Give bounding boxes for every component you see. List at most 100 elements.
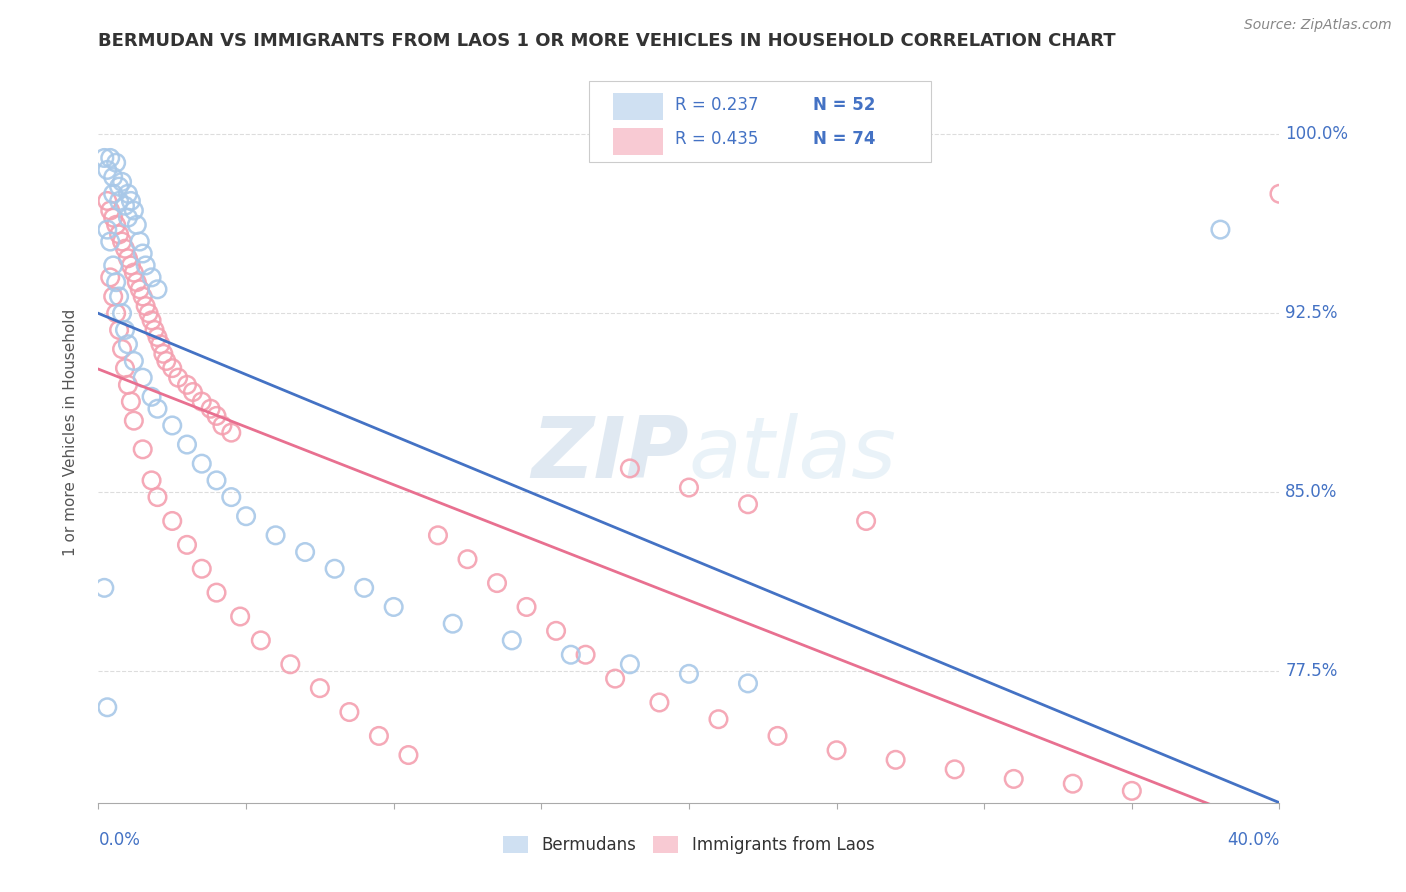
Point: [205, 474, 228, 488]
Point: [309, 681, 332, 695]
Point: [146, 330, 169, 344]
Point: [250, 633, 273, 648]
Point: [152, 347, 174, 361]
Point: [108, 227, 131, 242]
Point: [111, 342, 134, 356]
Point: [96, 194, 118, 208]
Point: [1062, 777, 1084, 791]
Point: [191, 562, 214, 576]
Point: [382, 599, 405, 614]
Point: [128, 282, 150, 296]
Point: [176, 377, 198, 392]
Point: [323, 562, 346, 576]
Point: [546, 624, 568, 638]
Point: [678, 481, 700, 495]
Point: [103, 211, 125, 225]
Point: [128, 235, 150, 249]
Point: [1268, 186, 1291, 201]
Point: [737, 676, 759, 690]
Point: [114, 361, 136, 376]
Point: [114, 199, 136, 213]
Text: R = 0.435: R = 0.435: [675, 130, 758, 148]
Point: [96, 700, 118, 714]
Point: [108, 323, 131, 337]
Point: [176, 437, 198, 451]
Point: [353, 581, 375, 595]
Point: [176, 538, 198, 552]
Y-axis label: 1 or more Vehicles in Household: 1 or more Vehicles in Household: [63, 309, 77, 557]
Point: [93, 151, 115, 165]
Point: [825, 743, 848, 757]
Text: 92.5%: 92.5%: [1285, 304, 1339, 322]
Text: N = 74: N = 74: [813, 130, 876, 148]
Text: atlas: atlas: [689, 413, 897, 496]
Point: [441, 616, 464, 631]
Point: [138, 306, 160, 320]
Point: [294, 545, 316, 559]
Text: 77.5%: 77.5%: [1285, 663, 1337, 681]
Point: [678, 666, 700, 681]
Point: [162, 514, 183, 528]
Point: [105, 218, 128, 232]
Point: [111, 306, 134, 320]
Point: [339, 705, 361, 719]
Point: [648, 696, 671, 710]
Point: [98, 235, 121, 249]
Point: [501, 633, 523, 648]
FancyBboxPatch shape: [613, 93, 664, 120]
Text: BERMUDAN VS IMMIGRANTS FROM LAOS 1 OR MORE VEHICLES IN HOUSEHOLD CORRELATION CHA: BERMUDAN VS IMMIGRANTS FROM LAOS 1 OR MO…: [98, 32, 1116, 50]
Point: [146, 490, 169, 504]
Point: [103, 289, 125, 303]
Point: [141, 313, 163, 327]
Point: [943, 763, 966, 777]
Point: [122, 203, 145, 218]
Point: [120, 194, 142, 208]
Point: [855, 514, 877, 528]
Point: [707, 712, 730, 726]
Point: [398, 747, 420, 762]
Point: [120, 394, 142, 409]
Point: [205, 409, 228, 423]
Text: Source: ZipAtlas.com: Source: ZipAtlas.com: [1244, 18, 1392, 32]
Point: [105, 155, 128, 169]
Point: [181, 384, 204, 399]
Text: 0.0%: 0.0%: [98, 831, 141, 849]
Point: [766, 729, 789, 743]
Point: [111, 175, 134, 189]
Point: [1002, 772, 1025, 786]
Point: [211, 418, 233, 433]
Point: [368, 729, 391, 743]
FancyBboxPatch shape: [589, 81, 931, 162]
Point: [122, 266, 145, 280]
Point: [1209, 222, 1232, 236]
Point: [117, 252, 139, 266]
Point: [221, 425, 243, 440]
Text: 40.0%: 40.0%: [1227, 831, 1279, 849]
Point: [132, 370, 155, 384]
Point: [200, 401, 222, 416]
Point: [191, 394, 214, 409]
Point: [132, 246, 155, 260]
Point: [575, 648, 598, 662]
Point: [141, 270, 163, 285]
Point: [191, 457, 214, 471]
Point: [135, 259, 157, 273]
Point: [619, 461, 641, 475]
Point: [167, 370, 190, 384]
Point: [1121, 784, 1143, 798]
Point: [516, 599, 538, 614]
Point: [884, 753, 907, 767]
Point: [155, 354, 177, 368]
Point: [93, 581, 115, 595]
Point: [117, 337, 139, 351]
Text: 85.0%: 85.0%: [1285, 483, 1337, 501]
Point: [146, 282, 169, 296]
Point: [162, 361, 183, 376]
Point: [486, 576, 509, 591]
Text: ZIP: ZIP: [531, 413, 689, 496]
Point: [619, 657, 641, 672]
Point: [122, 414, 145, 428]
Point: [737, 497, 759, 511]
Point: [457, 552, 479, 566]
Point: [229, 609, 252, 624]
